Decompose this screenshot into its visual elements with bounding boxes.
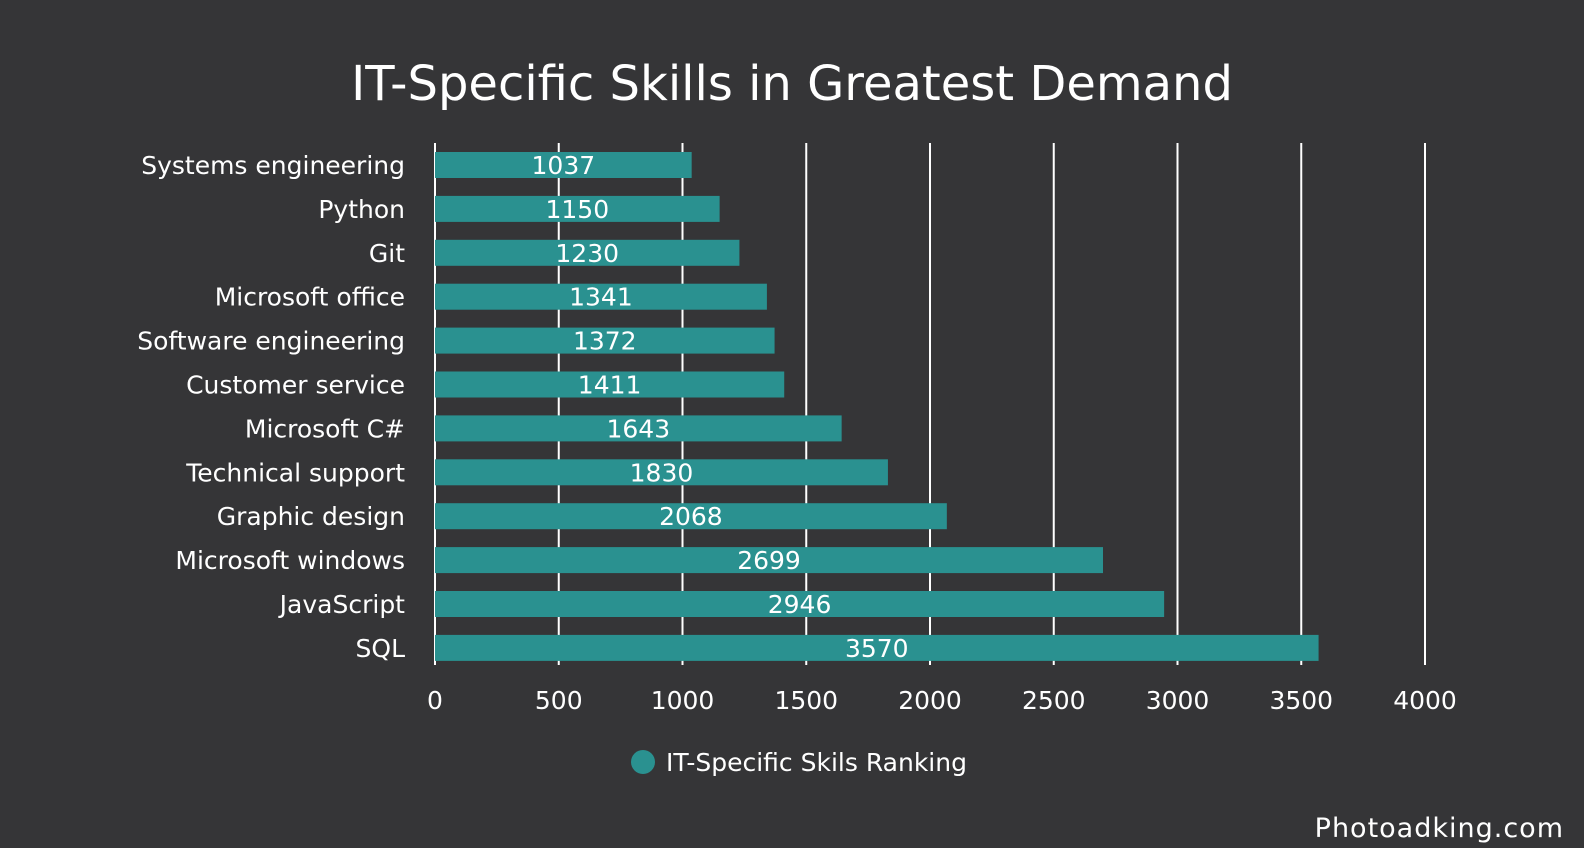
legend-swatch (631, 750, 655, 774)
x-tick-label-5: 2500 (1022, 686, 1086, 715)
data-label-10: 2946 (768, 590, 832, 619)
bar-10 (435, 591, 1165, 617)
category-label-10: JavaScript (278, 590, 406, 619)
category-label-7: Technical support (185, 458, 405, 487)
data-label-0: 1037 (532, 151, 596, 180)
data-label-8: 2068 (659, 502, 723, 531)
bar-5 (435, 371, 785, 398)
bar-11 (435, 634, 1319, 661)
data-label-11: 3570 (845, 634, 909, 663)
bar-0 (435, 152, 692, 178)
data-label-9: 2699 (737, 546, 801, 575)
x-tick-label-0: 0 (427, 686, 443, 715)
bar-2 (435, 239, 740, 266)
category-label-1: Python (318, 195, 405, 224)
legend-label: IT-Specific Skils Ranking (666, 748, 967, 777)
data-label-2: 1230 (555, 239, 619, 268)
x-tick-label-4: 2000 (898, 686, 962, 715)
category-label-4: Software engineering (137, 327, 405, 356)
bar-8 (435, 503, 947, 530)
legend: IT-Specific Skils Ranking (631, 748, 967, 777)
x-tick-label-8: 4000 (1393, 686, 1457, 715)
watermark: Photoadking.com (1315, 813, 1564, 844)
bar-3 (435, 283, 767, 310)
data-label-3: 1341 (569, 283, 633, 312)
bar-7 (435, 459, 888, 486)
x-tick-label-7: 3500 (1269, 686, 1333, 715)
data-label-6: 1643 (607, 414, 671, 443)
category-label-6: Microsoft C# (245, 414, 405, 443)
category-label-11: SQL (356, 634, 406, 663)
category-label-8: Graphic design (217, 502, 405, 531)
category-label-0: Systems engineering (141, 151, 405, 180)
bar-9 (435, 547, 1104, 574)
bar-6 (435, 415, 842, 442)
x-tick-label-2: 1000 (651, 686, 715, 715)
data-label-5: 1411 (578, 371, 642, 400)
x-tick-label-6: 3000 (1146, 686, 1210, 715)
grid-lines (434, 143, 1426, 665)
data-label-4: 1372 (573, 327, 637, 356)
bar-4 (435, 327, 775, 354)
category-label-5: Customer service (186, 371, 405, 400)
category-label-2: Git (369, 239, 405, 268)
chart-title: IT-Specific Skills in Greatest Demand (351, 56, 1233, 112)
data-label-7: 1830 (630, 458, 694, 487)
data-label-1: 1150 (546, 195, 610, 224)
category-label-3: Microsoft office (215, 283, 405, 312)
x-axis-ticks: 0 500 1000 1500 2000 2500 3000 3500 4000 (427, 686, 1457, 715)
x-tick-label-1: 500 (535, 686, 583, 715)
x-tick-label-3: 1500 (774, 686, 838, 715)
category-labels: Systems engineering Python Git Microsoft of… (137, 151, 405, 663)
category-label-9: Microsoft windows (175, 546, 405, 575)
bar-series: 1037 1150 1230 1341 1372 1411 1643 1830 2068 2699… (435, 151, 1319, 663)
bar-1 (435, 195, 720, 222)
